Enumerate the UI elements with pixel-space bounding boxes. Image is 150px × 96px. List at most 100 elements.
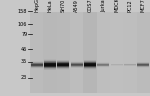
Bar	[71, 66, 83, 67]
Bar	[97, 12, 110, 93]
Bar	[57, 64, 69, 65]
Bar	[44, 64, 56, 65]
Bar	[44, 64, 56, 65]
Bar	[71, 61, 83, 62]
Bar	[97, 63, 109, 64]
Bar	[57, 65, 69, 66]
Bar	[84, 12, 96, 93]
Bar	[57, 62, 69, 63]
Bar	[30, 12, 150, 93]
Bar	[44, 60, 56, 61]
Bar	[44, 65, 56, 66]
Bar	[97, 67, 109, 68]
Bar	[84, 62, 96, 63]
Bar	[111, 64, 123, 65]
Bar	[97, 65, 109, 66]
Bar	[84, 67, 96, 68]
Text: MCF7: MCF7	[141, 0, 146, 12]
Bar	[84, 66, 96, 67]
Bar	[71, 64, 83, 65]
Bar	[44, 68, 56, 69]
Bar	[44, 59, 56, 60]
Text: 23: 23	[21, 75, 27, 80]
Bar	[84, 60, 96, 61]
Bar	[57, 61, 69, 62]
Text: A549: A549	[74, 0, 79, 12]
Bar	[84, 61, 96, 62]
Text: MDCK: MDCK	[114, 0, 119, 12]
Bar	[84, 66, 96, 67]
Bar	[71, 67, 83, 68]
Bar	[57, 60, 69, 61]
Bar	[44, 67, 56, 68]
Bar	[31, 62, 43, 63]
Bar	[44, 65, 56, 66]
Bar	[71, 63, 83, 64]
Text: PC12: PC12	[128, 0, 132, 12]
Text: HepG2: HepG2	[34, 0, 39, 12]
Text: 158: 158	[18, 9, 27, 14]
Bar	[124, 65, 136, 66]
Bar	[110, 12, 123, 93]
Bar	[84, 61, 96, 62]
Bar	[84, 69, 96, 70]
Bar	[137, 66, 149, 67]
Bar	[71, 65, 83, 66]
Bar	[84, 63, 96, 64]
Text: HeLa: HeLa	[48, 0, 52, 12]
Bar	[31, 64, 43, 65]
Bar	[124, 64, 136, 65]
Bar	[57, 69, 69, 70]
Bar	[44, 62, 56, 63]
Bar	[57, 61, 69, 62]
Bar	[84, 64, 96, 65]
Text: 35: 35	[21, 59, 27, 64]
Bar	[44, 66, 56, 67]
Bar	[57, 66, 69, 67]
Bar	[44, 12, 57, 93]
Bar	[84, 68, 96, 69]
Text: 106: 106	[18, 22, 27, 27]
Bar	[31, 67, 43, 68]
Bar	[84, 65, 96, 66]
Text: 79: 79	[21, 32, 27, 37]
Bar	[137, 62, 149, 63]
Bar	[84, 64, 96, 65]
Bar	[31, 61, 43, 62]
Bar	[97, 66, 109, 67]
Bar	[57, 12, 70, 93]
Text: SH70: SH70	[61, 0, 66, 12]
Bar	[137, 65, 149, 66]
Bar	[97, 62, 109, 63]
Bar	[31, 63, 43, 64]
Bar	[57, 69, 69, 70]
Bar	[97, 64, 109, 65]
Bar	[44, 61, 56, 62]
Bar	[71, 62, 83, 63]
Bar	[137, 64, 149, 65]
Bar	[123, 12, 136, 93]
Bar	[137, 12, 150, 93]
Text: Jurkat: Jurkat	[101, 0, 106, 12]
Bar	[124, 63, 136, 64]
Bar	[124, 63, 136, 64]
Bar	[84, 69, 96, 70]
Bar	[57, 68, 69, 69]
Bar	[31, 66, 43, 67]
Bar	[137, 63, 149, 64]
Bar	[57, 66, 69, 67]
Bar	[30, 12, 43, 93]
Bar	[70, 12, 83, 93]
Bar	[57, 63, 69, 64]
Text: 46: 46	[21, 47, 27, 52]
Bar	[31, 68, 43, 69]
Bar	[57, 67, 69, 68]
Bar	[44, 69, 56, 70]
Text: COS7: COS7	[87, 0, 93, 12]
Bar	[44, 63, 56, 64]
Bar	[31, 67, 43, 68]
Bar	[31, 65, 43, 66]
Bar	[57, 64, 69, 65]
Bar	[137, 67, 149, 68]
Bar	[97, 65, 109, 66]
